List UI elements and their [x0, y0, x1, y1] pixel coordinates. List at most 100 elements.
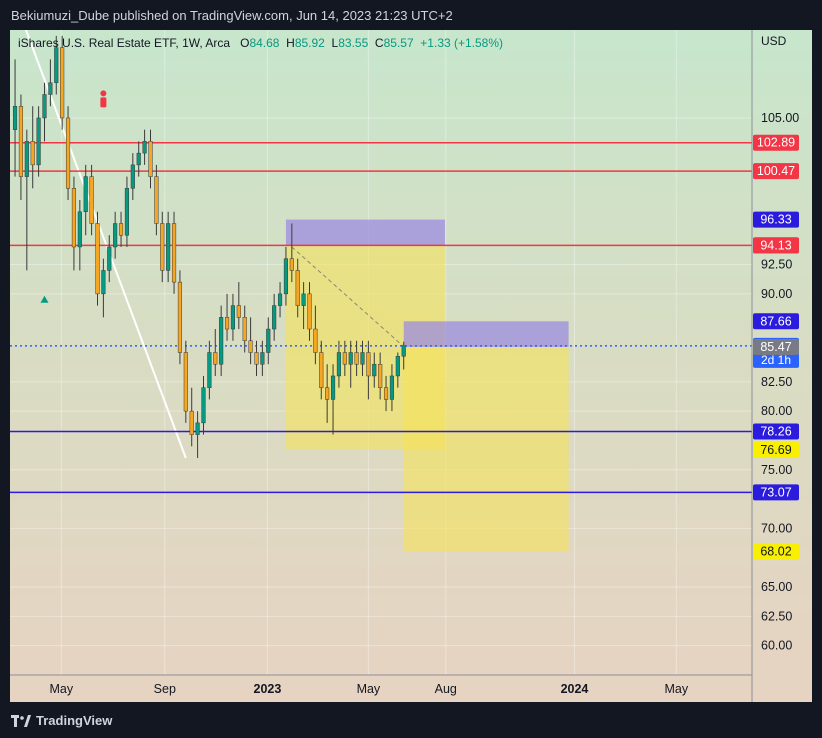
trendline-dashed [291, 246, 405, 348]
close-label: C [374, 36, 384, 50]
candle-down [118, 223, 124, 236]
price-badge-red [753, 134, 799, 151]
price-badge-label: 76.69 [760, 443, 791, 457]
candle-up [42, 94, 47, 119]
price-tick-label: 65.00 [761, 580, 792, 594]
candle-down [224, 317, 230, 330]
candle-up [277, 293, 283, 306]
candle-up [301, 293, 306, 306]
risk-zone [285, 219, 445, 246]
candle-down [65, 117, 71, 189]
price-chart[interactable]: USD 105.00 92.50 90.00 82.50 80.00 75.00 70.00… [10, 30, 812, 702]
candle-down [242, 317, 247, 342]
low-value: 83.55 [338, 36, 369, 50]
price-tick-label: 60.00 [761, 639, 792, 653]
price-badge-label: 94.13 [760, 238, 791, 252]
candle-down [354, 352, 359, 365]
price-badge-yellow [753, 543, 799, 560]
candle-up [283, 258, 289, 295]
candle-down [289, 258, 294, 271]
candle-up [195, 422, 200, 435]
candle-down [325, 387, 330, 400]
price-badge-label: 87.66 [760, 314, 791, 328]
price-tick-label: 70.00 [761, 521, 792, 535]
price-axis[interactable]: USD 105.00 92.50 90.00 82.50 80.00 75.00 70.00… [761, 34, 799, 653]
markers [40, 90, 107, 303]
candle-up [124, 188, 130, 236]
price-badge-label: 100.47 [757, 164, 795, 178]
candle-up [260, 352, 265, 365]
candle-down [254, 352, 259, 365]
symbol-legend: iShares U.S. Real Estate ETF, 1W, Arca O… [18, 36, 503, 50]
close-value: 85.57 [383, 36, 414, 50]
currency-label: USD [761, 34, 787, 48]
time-tick-label: May [357, 682, 381, 696]
price-badge-label: 102.89 [757, 136, 795, 150]
candle-up [401, 345, 406, 357]
candle-up [201, 387, 206, 424]
candle-down [319, 352, 324, 388]
risk-zone [403, 321, 569, 347]
price-badge-label: 68.02 [760, 545, 791, 559]
reward-zone [403, 346, 569, 552]
candle-down [148, 141, 153, 177]
price-tick-label: 105.00 [761, 111, 799, 125]
time-tick-label: Aug [435, 682, 457, 696]
symbol-name: iShares U.S. Real Estate ETF, 1W, Arca [18, 36, 231, 50]
candle-up [372, 363, 377, 377]
change-value: +1.33 (+1.58%) [420, 36, 504, 50]
price-badge-purple [753, 211, 799, 228]
candle-up [389, 375, 395, 400]
person-head [100, 90, 107, 97]
chart-frame[interactable]: USD 105.00 92.50 90.00 82.50 80.00 75.00 70.00… [10, 30, 812, 702]
candle-down [307, 293, 312, 330]
low-label: L [331, 36, 339, 50]
candle-up [24, 141, 29, 177]
price-badge-grey [753, 338, 799, 355]
tradingview-logo[interactable]: TradingView [11, 713, 112, 728]
high-value: 85.92 [294, 36, 325, 50]
candle-up [113, 223, 118, 248]
time-tick-label: May [664, 682, 688, 696]
candle-up [348, 352, 353, 365]
candle-up [77, 211, 82, 248]
candle-down [95, 223, 100, 295]
published-text: Bekiumuzi_Dube published on TradingView.… [11, 8, 453, 23]
footer: TradingView [0, 702, 822, 738]
candle-up [142, 141, 147, 154]
price-badge-label: 78.26 [760, 425, 791, 439]
price-badge-purple [753, 423, 799, 440]
candle-up [12, 105, 18, 130]
candle-down [89, 176, 94, 224]
price-axis-badges: 102.89100.4794.1378.2673.0796.3394.1494.… [753, 134, 799, 560]
candle-down [248, 340, 253, 353]
candle-up [266, 328, 271, 353]
tradingview-brand: TradingView [36, 713, 113, 728]
person-icon [100, 90, 107, 108]
price-tick-label: 75.00 [761, 463, 792, 477]
time-tick-label: May [50, 682, 74, 696]
candle-down [18, 105, 24, 177]
candle-up [48, 82, 53, 95]
price-badge-red [753, 237, 799, 254]
candle-down [60, 47, 65, 119]
candle-up [36, 117, 41, 166]
time-axis[interactable]: May Sep 2023 May Aug 2024 May [50, 682, 689, 696]
candle-up [136, 152, 141, 166]
countdown-label: 2d 1h [761, 353, 791, 367]
price-badge-red [753, 163, 799, 180]
candle-down [295, 270, 300, 306]
price-badge-label: 85.47 [760, 340, 791, 354]
candle-up [101, 270, 106, 295]
position-zones [285, 219, 569, 552]
candle-up [130, 164, 135, 189]
candle-up [207, 352, 212, 388]
candle-down [171, 223, 177, 283]
price-lines [10, 141, 752, 494]
trendline [24, 30, 187, 459]
candle-down [154, 176, 159, 224]
time-tick-label: Sep [154, 682, 176, 696]
trendlines [24, 30, 405, 459]
open-label: O [240, 36, 250, 50]
candle-down [313, 328, 318, 353]
